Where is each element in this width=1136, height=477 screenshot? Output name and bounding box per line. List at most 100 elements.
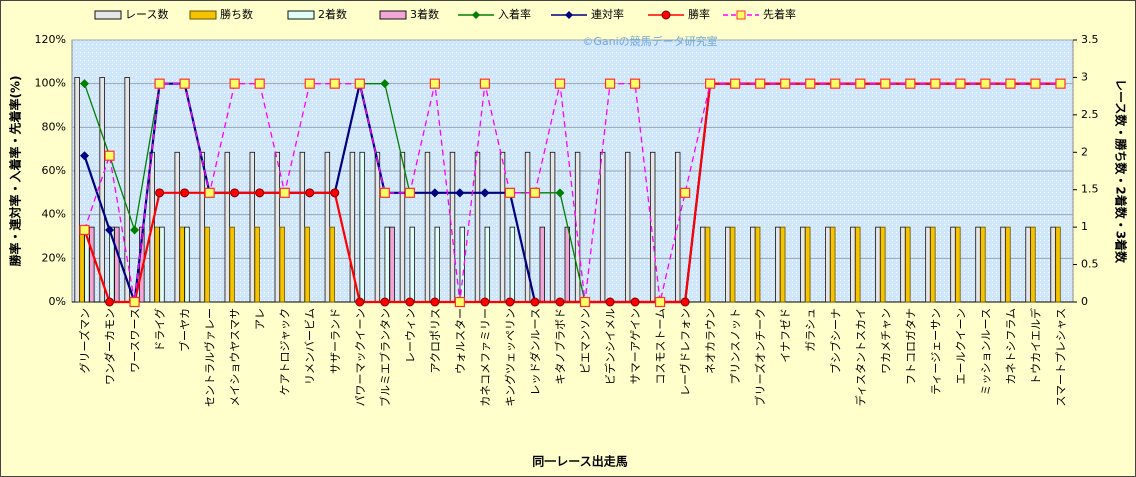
marker — [229, 78, 240, 89]
x-tick-label: アレ — [254, 308, 267, 330]
x-tick-label: セントラルヴァレー — [203, 308, 217, 407]
bar — [830, 226, 836, 303]
legend-swatch — [94, 10, 122, 20]
x-tick-label: ピエマンソン — [579, 308, 592, 374]
x-tick-label: ワカメチャン — [879, 308, 892, 374]
x-tick-label: プリンスノット — [729, 308, 742, 385]
marker — [180, 188, 190, 198]
bar — [925, 226, 931, 303]
bar — [549, 151, 556, 303]
legend-swatch — [189, 10, 217, 20]
bar — [775, 226, 781, 303]
y-tick-label: 60% — [42, 164, 66, 177]
bar — [955, 226, 961, 303]
y2-tick-label: 1.5 — [1081, 183, 1099, 196]
marker — [429, 78, 440, 89]
marker — [354, 78, 365, 89]
legend-label: 3着数 — [410, 7, 439, 21]
marker — [554, 78, 566, 89]
marker — [605, 297, 615, 307]
x-tick-label: カネコメファミリー — [479, 308, 492, 407]
marker — [579, 296, 591, 308]
y2-axis-title: レース数・勝ち数・2着数・3着数 — [1114, 79, 1129, 264]
bar — [850, 226, 856, 303]
bar — [409, 226, 415, 303]
y2-tick-label: 3.5 — [1081, 33, 1099, 46]
bar — [229, 226, 235, 303]
bar — [880, 226, 886, 303]
bar — [159, 226, 165, 303]
x-tick-label: サマーアゲイン — [629, 308, 642, 384]
bar — [900, 226, 906, 303]
x-tick-label: キタノブラボド — [553, 308, 567, 385]
bar — [499, 151, 506, 303]
marker — [405, 297, 415, 307]
bar — [780, 226, 786, 303]
bar — [484, 226, 491, 303]
marker — [479, 78, 491, 89]
marker — [905, 78, 916, 89]
bar — [399, 151, 406, 303]
bar — [1025, 226, 1031, 303]
marker — [680, 297, 690, 307]
bar — [750, 226, 756, 303]
bar — [249, 151, 255, 303]
marker — [780, 78, 791, 89]
legend-swatch — [736, 10, 746, 20]
marker — [730, 78, 741, 89]
x-tick-label: ワースワース — [129, 308, 142, 373]
x-tick-label: ワンダーカモン — [103, 308, 117, 385]
y-tick-label: 80% — [42, 120, 66, 133]
bar — [374, 151, 381, 303]
marker — [80, 151, 90, 161]
x-tick-label: アクロポリス — [429, 308, 442, 373]
x-tick-label: ガラシュ — [804, 308, 817, 352]
y-tick-label: 100% — [35, 77, 66, 90]
x-tick-label: エールクイーン — [954, 308, 967, 384]
y-tick-label: 120% — [35, 33, 66, 46]
bar — [905, 226, 911, 303]
y2-tick-label: 2.5 — [1081, 108, 1099, 121]
legend-label: 勝率 — [688, 7, 710, 21]
marker — [604, 78, 616, 89]
bar — [274, 151, 281, 303]
y-tick-label: 40% — [42, 208, 66, 221]
bar — [114, 226, 120, 303]
marker — [1055, 78, 1066, 89]
marker — [555, 188, 565, 198]
bar — [1030, 226, 1036, 303]
bar — [564, 226, 570, 303]
marker — [555, 297, 565, 307]
marker — [230, 188, 240, 198]
marker — [80, 79, 90, 89]
marker — [155, 188, 165, 198]
y2-tick-label: 3 — [1081, 70, 1088, 83]
marker — [379, 187, 390, 198]
x-tick-label: レッドダンルース — [528, 308, 542, 395]
marker — [254, 78, 265, 89]
marker — [104, 150, 115, 161]
bar — [855, 226, 861, 303]
x-tick-label: パワーマックイーン — [354, 308, 367, 406]
legend-swatch — [379, 10, 407, 20]
x-tick-label: フトコロガタナ — [904, 308, 917, 385]
x-tick-label: キングツェッペリン — [503, 308, 517, 407]
legend-label: 勝ち数 — [220, 7, 253, 21]
marker — [705, 78, 716, 89]
y-tick-label: 20% — [42, 251, 66, 264]
bar — [324, 151, 331, 303]
x-tick-label: ブリーズオンチーク — [753, 308, 767, 406]
marker — [430, 297, 440, 307]
marker — [330, 188, 340, 198]
bar — [599, 151, 606, 303]
bar — [725, 226, 731, 303]
y-axis-title: 勝率・連対率・入着率・先着率(%) — [8, 76, 23, 267]
bar — [700, 226, 706, 303]
x-tick-label: ドライグ — [153, 308, 167, 352]
bar — [980, 226, 986, 303]
bar — [509, 226, 516, 303]
y2-tick-label: 0.5 — [1081, 258, 1099, 271]
marker — [430, 188, 440, 198]
x-tick-label: レーヴドレフォン — [678, 308, 692, 396]
